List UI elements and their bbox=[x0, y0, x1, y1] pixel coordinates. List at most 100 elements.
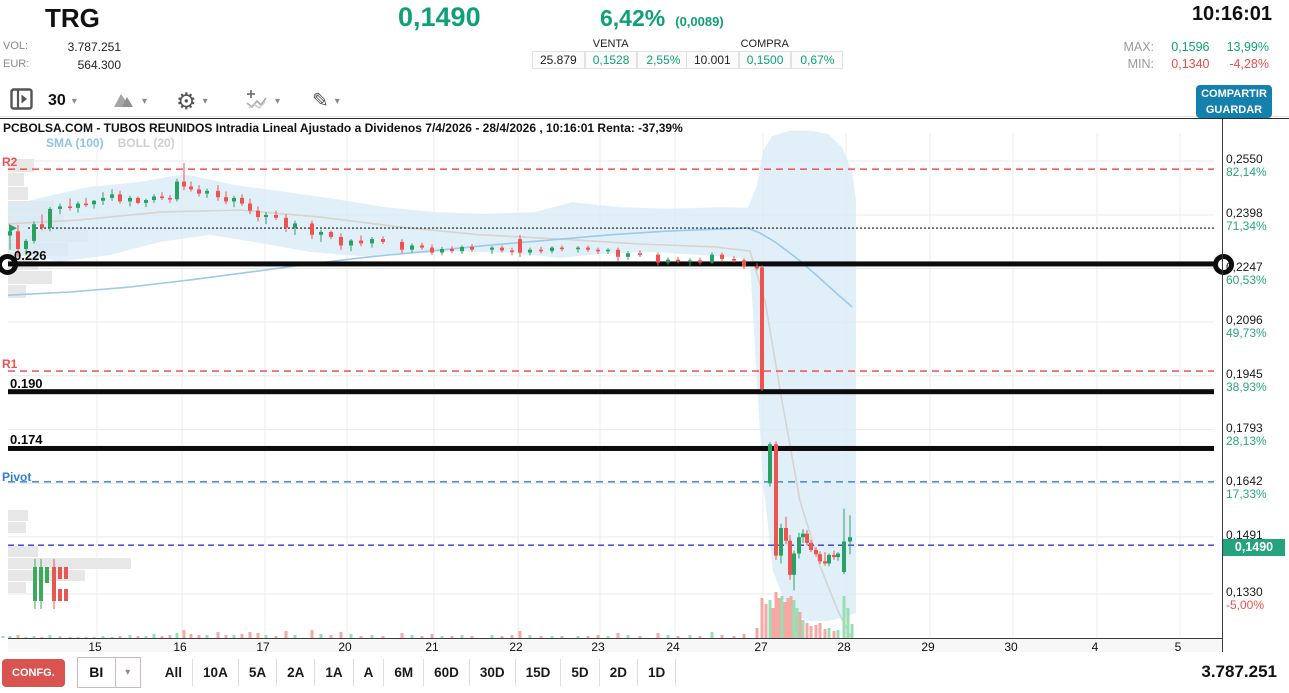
min-price: 0,1340 bbox=[1171, 57, 1210, 71]
save-label: GUARDAR bbox=[1205, 103, 1263, 116]
eur-row: EUR: 564.300 bbox=[3, 58, 121, 72]
range-button-30d[interactable]: 30D bbox=[470, 659, 516, 686]
settings-dropdown[interactable]: ⚙ ▾ bbox=[176, 88, 208, 114]
min-row: MIN: 0,1340 -4,28% bbox=[1128, 57, 1269, 71]
y-axis-price: 0,1945 bbox=[1226, 366, 1263, 381]
panel-toggle-button[interactable] bbox=[10, 87, 34, 115]
x-tick-label: 15 bbox=[88, 640, 102, 654]
compra-price: 0,1500 bbox=[738, 51, 792, 69]
add-indicator-icon bbox=[245, 88, 269, 115]
chart-title: PCBOLSA.COM - TUBOS REUNIDOS Intradia Li… bbox=[3, 121, 683, 135]
legend-boll: BOLL (20) bbox=[117, 136, 175, 150]
venta-title: VENTA bbox=[592, 38, 629, 50]
max-row: MAX: 0,1596 13,99% bbox=[1123, 40, 1269, 54]
max-price: 0,1596 bbox=[1171, 40, 1210, 54]
volume-row: VOL: 3.787.251 bbox=[3, 40, 121, 54]
x-tick-label: 27 bbox=[754, 640, 768, 654]
line-endpoint-ring-right[interactable] bbox=[1213, 254, 1234, 275]
add-indicator-dropdown[interactable]: ▾ bbox=[245, 88, 280, 114]
range-button-60d[interactable]: 60D bbox=[424, 659, 470, 686]
change-pct: 6,42% bbox=[600, 5, 666, 31]
last-price: 0,1490 bbox=[398, 2, 481, 32]
x-tick-label: 16 bbox=[173, 640, 187, 654]
draw-tools-dropdown[interactable]: ✎ ▾ bbox=[312, 88, 340, 114]
chart-area: PCBOLSA.COM - TUBOS REUNIDOS Intradia Li… bbox=[0, 118, 1289, 654]
x-tick-label: 22 bbox=[509, 640, 523, 654]
compra-qty: 10.001 bbox=[686, 51, 739, 69]
max-pct: 13,99% bbox=[1226, 40, 1269, 54]
y-axis-price: 0,2550 bbox=[1226, 152, 1263, 166]
venta-pct: 2,55% bbox=[637, 51, 690, 69]
y-axis-pct: 71,34% bbox=[1226, 218, 1267, 233]
chevron-down-icon: ▾ bbox=[334, 95, 340, 107]
range-button-5a[interactable]: 5A bbox=[239, 659, 278, 686]
y-axis-pct: 49,73% bbox=[1226, 326, 1267, 341]
pencil-icon: ✎ bbox=[312, 90, 329, 112]
range-button-2a[interactable]: 2A bbox=[277, 659, 316, 686]
chevron-down-icon: ▾ bbox=[125, 667, 131, 678]
support-0174-label: 0.174 bbox=[10, 432, 43, 447]
compra-pct: 0,67% bbox=[791, 51, 844, 69]
support-0190-label: 0.190 bbox=[10, 376, 43, 391]
min-pct: -4,28% bbox=[1229, 57, 1269, 71]
plot-right-border bbox=[1222, 119, 1223, 654]
range-buttons: All 10A 5A 2A 1A A 6M 60D 30D 15D 5D 2D 1D bbox=[155, 657, 677, 688]
line-endpoint-ring-left[interactable] bbox=[0, 254, 18, 275]
y-axis-pct: 28,13% bbox=[1226, 433, 1267, 448]
range-button-6m[interactable]: 6M bbox=[384, 659, 425, 686]
x-tick-label: 4 bbox=[1091, 640, 1099, 654]
y-axis-price: 0,1793 bbox=[1226, 420, 1263, 435]
y-axis-price: 0,2247 bbox=[1226, 259, 1263, 274]
min-label: MIN: bbox=[1127, 57, 1155, 71]
range-button-2d[interactable]: 2D bbox=[600, 659, 638, 686]
resistance-0226-label: 0.226 bbox=[14, 248, 47, 263]
range-button-10a[interactable]: 10A bbox=[193, 659, 239, 686]
compra-title: COMPRA bbox=[740, 38, 789, 50]
area-chart-icon bbox=[112, 89, 136, 114]
chevron-down-icon: ▾ bbox=[275, 95, 281, 107]
x-tick-label: 20 bbox=[338, 640, 352, 654]
x-tick-label: 5 bbox=[1174, 640, 1182, 654]
vol-value: 3.787.251 bbox=[67, 40, 121, 54]
x-tick-label: 24 bbox=[666, 640, 680, 654]
icon-toolbar: 30 ▾ ▾ ⚙ ▾ ▾ ✎ ▾ COMPARTIR GUARDAR bbox=[0, 84, 1289, 118]
x-tick-label: 29 bbox=[921, 640, 935, 654]
pivot-label: Pivot bbox=[2, 470, 32, 484]
x-tick-label: 21 bbox=[425, 640, 439, 654]
y-axis-price: 0,1491 bbox=[1226, 527, 1263, 542]
market-value: BI bbox=[78, 658, 116, 687]
range-button-15d[interactable]: 15D bbox=[516, 659, 562, 686]
range-button-5d[interactable]: 5D bbox=[561, 659, 600, 686]
interval-value: 30 bbox=[48, 92, 66, 109]
panel-toggle-icon bbox=[10, 87, 34, 115]
r2-label: R2 bbox=[2, 155, 18, 169]
y-axis-pct: 82,14% bbox=[1226, 165, 1267, 179]
legend-sma: SMA (100) bbox=[46, 136, 104, 150]
gear-icon: ⚙ bbox=[176, 88, 197, 114]
config-button[interactable]: CONFG. bbox=[2, 658, 65, 687]
x-tick-label: 28 bbox=[837, 640, 851, 654]
compra-group: COMPRA 10.001 0,1500 0,67% bbox=[686, 38, 844, 69]
chart-type-dropdown[interactable]: ▾ bbox=[112, 88, 147, 114]
range-button-1a[interactable]: 1A bbox=[315, 659, 354, 686]
market-dropdown[interactable]: BI ▾ bbox=[76, 657, 141, 688]
change-abs: (0,0089) bbox=[675, 14, 724, 29]
venta-group: VENTA 25.879 0,1528 2,55% bbox=[532, 38, 690, 69]
interval-dropdown[interactable]: 30 ▾ bbox=[48, 88, 77, 114]
eur-label: EUR: bbox=[3, 58, 30, 70]
y-axis-price: 0,2096 bbox=[1226, 313, 1263, 328]
current-price-badge: 0,1490 bbox=[1223, 538, 1285, 556]
chevron-down-icon: ▾ bbox=[71, 95, 77, 107]
vol-label: VOL: bbox=[3, 40, 29, 52]
venta-qty: 25.879 bbox=[532, 51, 585, 69]
chart-canvas[interactable] bbox=[0, 119, 1222, 653]
y-axis-price: 0,2398 bbox=[1226, 205, 1263, 220]
y-axis-pct: 60,53% bbox=[1226, 272, 1267, 287]
share-label: COMPARTIR bbox=[1201, 88, 1267, 100]
range-button-a[interactable]: A bbox=[354, 659, 385, 686]
range-button-1d[interactable]: 1D bbox=[638, 659, 677, 686]
share-save-button[interactable]: COMPARTIR GUARDAR bbox=[1196, 85, 1272, 118]
range-button-all[interactable]: All bbox=[155, 659, 194, 686]
r1-label: R1 bbox=[2, 357, 18, 371]
